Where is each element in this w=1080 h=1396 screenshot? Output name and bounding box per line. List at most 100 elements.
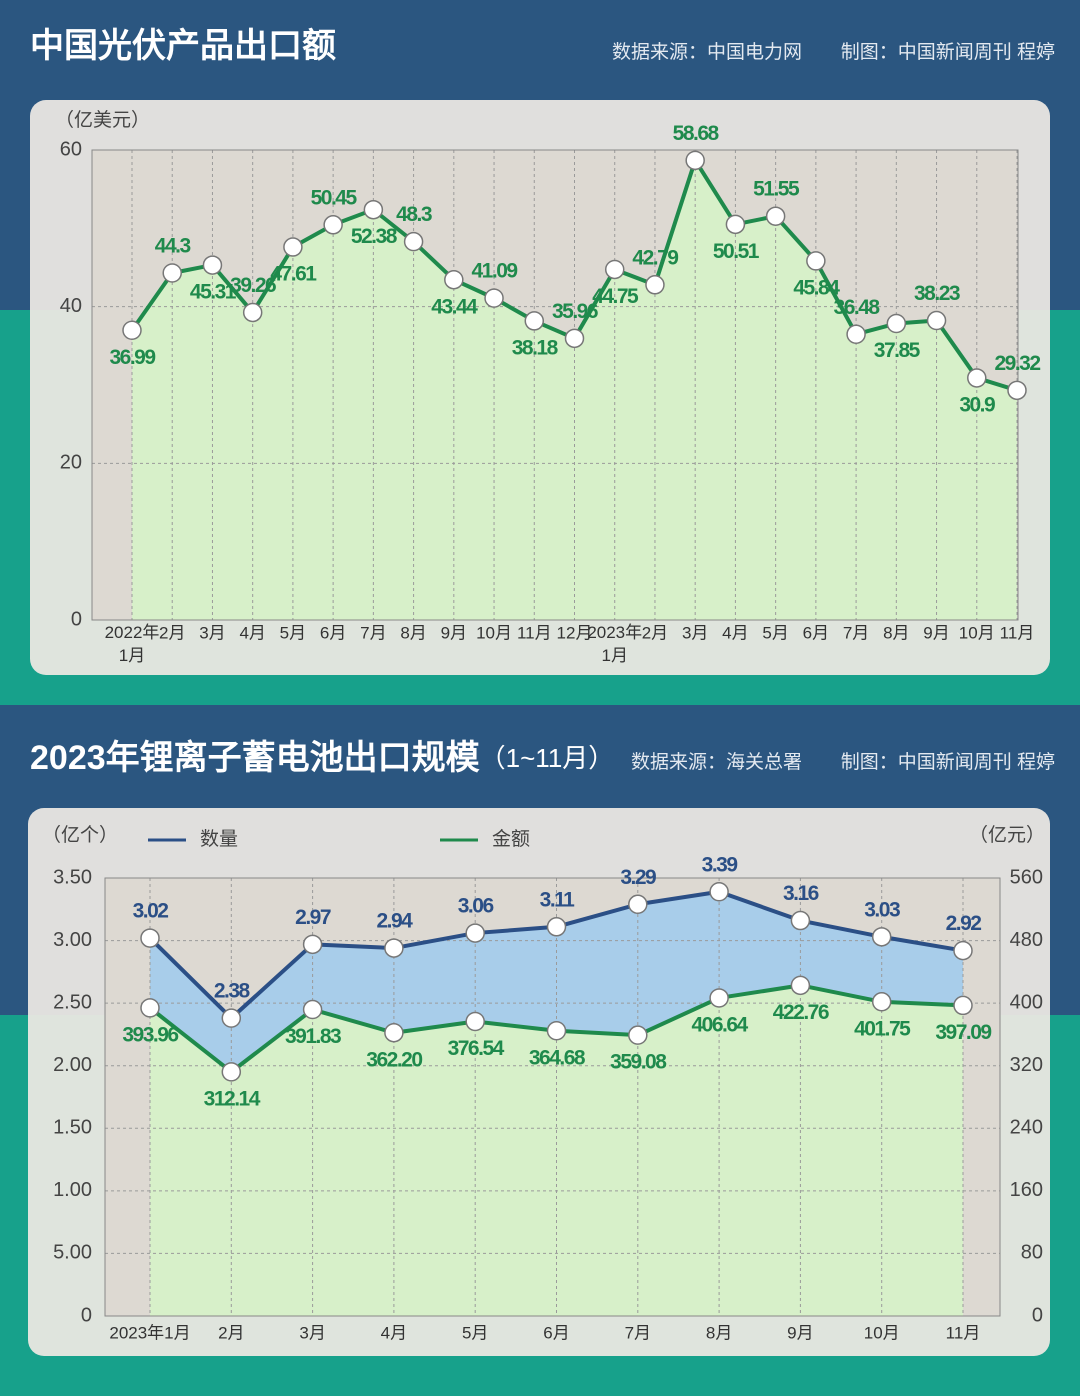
- point: [628, 1025, 648, 1045]
- x-tick-label: 12月: [557, 623, 593, 642]
- data-label: 3.16: [783, 882, 819, 905]
- point: [628, 894, 648, 915]
- data-label: 47.61: [270, 263, 317, 286]
- point: [790, 910, 811, 931]
- y-unit: （亿个）: [42, 824, 118, 846]
- point: [871, 992, 892, 1012]
- data-label: 39.26: [230, 274, 276, 297]
- data-label: 376.54: [448, 1037, 505, 1060]
- data-label: 2.92: [946, 912, 982, 935]
- x-tick-label: 9月: [441, 623, 467, 642]
- y2-tick-label: 0: [1032, 1304, 1043, 1326]
- legend-label: 金额: [492, 828, 530, 850]
- subtitle: （1~11月）: [480, 743, 615, 773]
- data-label: 38.18: [512, 336, 559, 359]
- point: [967, 368, 987, 388]
- y-tick-label: 2.50: [53, 991, 92, 1013]
- point: [302, 999, 323, 1020]
- point: [546, 1021, 567, 1041]
- data-label: 29.32: [994, 352, 1040, 375]
- data-label: 48.3: [396, 203, 432, 226]
- point: [484, 288, 504, 308]
- y2-tick-label: 240: [1010, 1117, 1043, 1139]
- x-tick-label: 11月: [1000, 623, 1035, 642]
- data-label: 397.09: [935, 1021, 991, 1044]
- point: [546, 917, 567, 937]
- point: [162, 263, 182, 283]
- data-label: 422.76: [773, 1001, 829, 1024]
- point: [444, 269, 464, 290]
- y-tick-label: 3.50: [53, 866, 92, 888]
- y-tick-label: 0: [71, 608, 82, 630]
- x-tick-label: 7月: [843, 623, 869, 642]
- legend-label: 数量: [200, 828, 238, 850]
- data-label: 362.20: [366, 1048, 422, 1071]
- title: 2023年锂离子蓄电池出口规模（1~11月）: [30, 738, 614, 777]
- point: [363, 199, 384, 220]
- point: [871, 927, 892, 947]
- x-tick-label: 2月: [159, 623, 185, 642]
- x-tick-label: 6月: [320, 623, 346, 642]
- y2-tick-label: 400: [1010, 991, 1043, 1013]
- point: [221, 1062, 242, 1082]
- data-label: 52.38: [351, 225, 398, 248]
- point: [403, 231, 424, 252]
- data-label: 391.83: [285, 1025, 341, 1048]
- y-unit: （亿美元）: [55, 109, 150, 131]
- y2-tick-label: 320: [1010, 1054, 1043, 1076]
- x-tick-label: 5月: [762, 623, 788, 642]
- y2-tick-label: 560: [1010, 866, 1043, 888]
- x-tick-label: 8月: [706, 1323, 732, 1342]
- point: [709, 882, 729, 902]
- point: [140, 998, 160, 1018]
- data-label: 45.84: [793, 276, 840, 299]
- data-label: 50.51: [713, 240, 760, 263]
- data-label: 3.02: [133, 900, 169, 923]
- y2-tick-label: 80: [1021, 1242, 1043, 1264]
- point: [302, 934, 323, 955]
- x-tick-label: 4月: [722, 623, 748, 642]
- y-tick-label: 60: [60, 138, 82, 160]
- data-label: 50.45: [311, 186, 358, 209]
- data-label: 3.11: [540, 888, 576, 911]
- data-label: 393.96: [122, 1023, 178, 1046]
- data-label: 51.55: [753, 178, 800, 201]
- data-label: 41.09: [472, 260, 518, 283]
- data-label: 30.9: [959, 393, 995, 416]
- point: [604, 259, 625, 280]
- point: [465, 1011, 485, 1032]
- x-tick-label: 2月: [218, 1323, 244, 1342]
- y-tick-label: 1.50: [53, 1117, 92, 1139]
- y-tick-label: 0: [81, 1304, 92, 1326]
- x-tick-label: 8月: [883, 623, 909, 642]
- point: [846, 324, 866, 344]
- point: [1007, 380, 1027, 401]
- x-tick-label: 3月: [299, 1323, 325, 1342]
- plot-frame: [104, 877, 1001, 1317]
- data-label: 45.31: [190, 281, 237, 304]
- y-tick-label: 20: [60, 452, 82, 474]
- point: [202, 255, 223, 275]
- x-tick-label: 6月: [543, 1323, 569, 1342]
- data-label: 401.75: [854, 1017, 911, 1040]
- source: 数据来源：海关总署: [631, 751, 802, 773]
- data-label: 359.08: [610, 1051, 667, 1074]
- data-label: 35.96: [552, 300, 598, 323]
- data-label: 3.06: [458, 895, 494, 918]
- point: [709, 988, 729, 1008]
- point: [283, 237, 303, 257]
- x-tick-label: 4月: [381, 1323, 407, 1342]
- x-tick-label: 10月: [476, 623, 512, 642]
- credit: 制图：中国新闻周刊 程婷: [841, 41, 1055, 63]
- y2-unit: （亿元）: [969, 824, 1045, 846]
- x-tick-label: 2023年1月: [109, 1323, 190, 1342]
- y-tick-label: 3.00: [53, 929, 92, 951]
- source: 数据来源：中国电力网: [612, 41, 802, 63]
- y-tick-label: 40: [60, 295, 82, 317]
- point: [221, 1008, 242, 1028]
- title-main: 2023年锂离子蓄电池出口规模: [30, 738, 480, 777]
- point: [685, 150, 705, 171]
- data-label: 38.23: [914, 282, 960, 305]
